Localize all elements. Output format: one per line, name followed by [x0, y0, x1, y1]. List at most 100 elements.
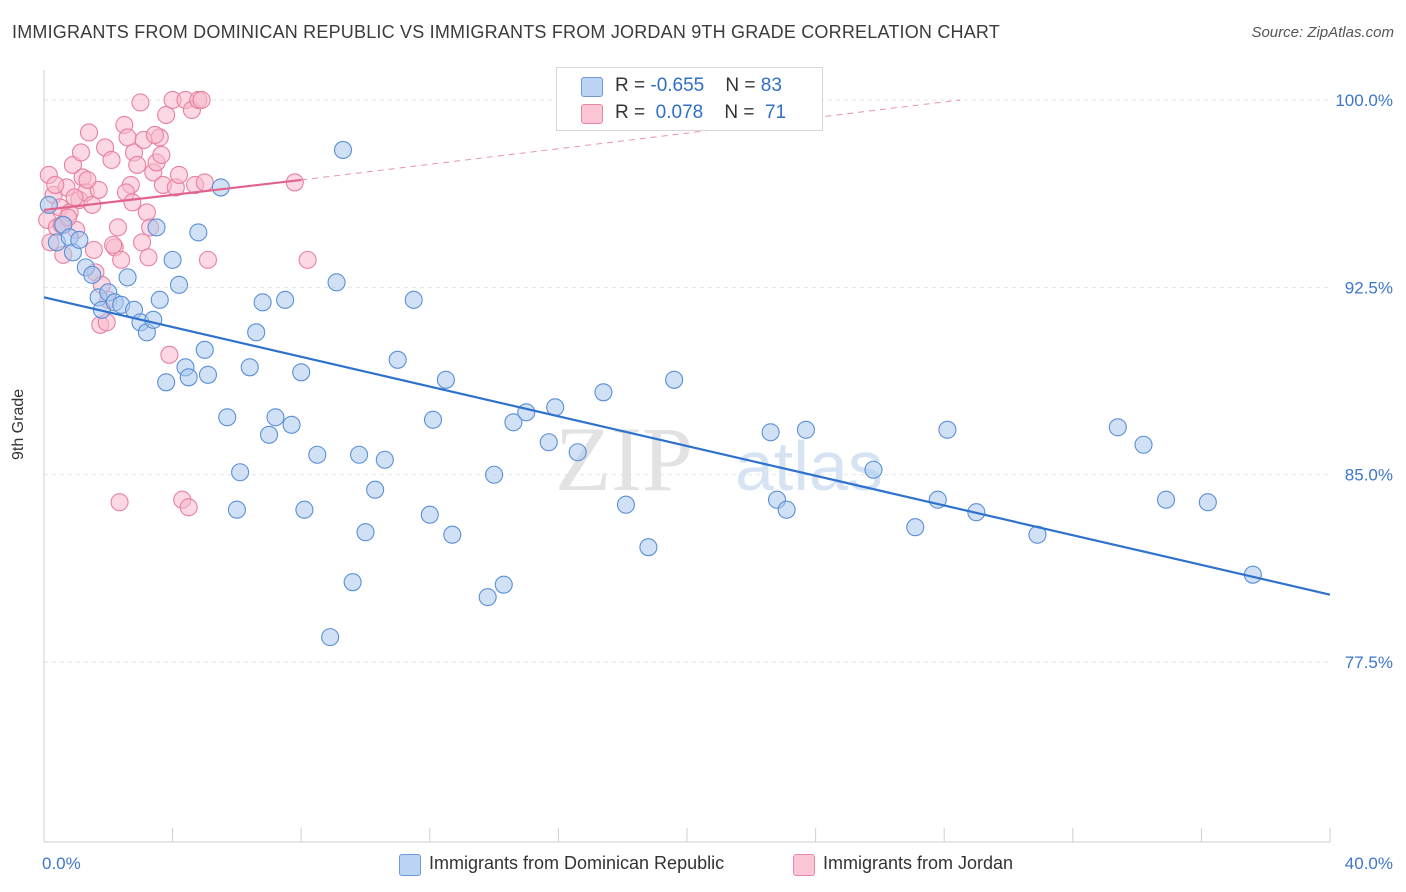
legend-n-label: N = [724, 102, 760, 123]
jordan-points [38, 90, 317, 517]
jordan-point [102, 150, 121, 169]
jordan-point [79, 123, 99, 142]
jordan-point [110, 493, 129, 512]
y-tick-label: 77.5% [1345, 653, 1393, 672]
jordan-point [112, 250, 131, 269]
dominican-point [436, 370, 455, 389]
jordan-point [160, 345, 179, 364]
y-tick-label: 92.5% [1345, 278, 1393, 297]
dominican-point [356, 523, 375, 542]
dominican-point [1108, 418, 1127, 437]
dominican-point [539, 433, 558, 452]
source-label: Source: ZipAtlas.com [1251, 24, 1394, 41]
jordan-point [108, 218, 127, 237]
dominican-point [1134, 435, 1153, 454]
dominican-point [240, 358, 259, 377]
jordan-point [78, 170, 97, 189]
dominican-point [227, 500, 246, 519]
legend-r-value: 0.078 [650, 102, 704, 123]
dominican-point [517, 403, 536, 422]
dominican-point [295, 500, 314, 519]
bottom-label-dominican: Immigrants from Dominican Republic [429, 853, 725, 873]
jordan-point [137, 203, 156, 222]
dominican-point [388, 350, 407, 369]
dominican-point [70, 230, 89, 249]
jordan-point [65, 188, 84, 207]
chart-title: IMMIGRANTS FROM DOMINICAN REPUBLIC VS IM… [12, 22, 1000, 42]
jordan-point [192, 90, 211, 110]
jordan-point [157, 105, 176, 125]
dominican-point [292, 363, 311, 382]
dominican-point [247, 323, 266, 342]
dominican-point [420, 505, 439, 524]
legend-n-value: 83 [760, 75, 782, 96]
jordan-point [131, 93, 150, 112]
legend-n-value: 71 [759, 102, 787, 123]
x-tick-label-max: 40.0% [1345, 854, 1393, 873]
trend-lines [43, 99, 1331, 596]
bottom-label-jordan: Immigrants from Jordan [823, 853, 1014, 873]
dominican-point [485, 465, 504, 484]
stats-legend: R = -0.655 N = 83 R = 0.078 N = 71 [556, 67, 823, 131]
y-axis-label: 9th Grade [10, 388, 27, 460]
legend-r-label: R = [615, 75, 651, 96]
dominican-point [864, 460, 883, 479]
dominican-point [594, 383, 613, 402]
dominican-point [189, 223, 208, 242]
jordan-point [133, 233, 152, 252]
dominican-point [266, 408, 285, 427]
dominican-point [375, 450, 394, 469]
dominican-point [423, 410, 443, 429]
dominican-point [777, 500, 796, 519]
dominican-point [282, 415, 301, 434]
dominican-point [665, 370, 684, 389]
dominican-point [443, 525, 462, 544]
dominican-point [157, 373, 176, 392]
dominican-point [504, 413, 523, 432]
y-tick-label: 85.0% [1345, 466, 1393, 485]
dominican-point [343, 573, 362, 592]
dominican-point [1156, 490, 1176, 509]
grid-layer [44, 99, 1330, 663]
jordan-point [128, 155, 147, 174]
dominican-point [147, 218, 166, 237]
jordan-point [139, 248, 158, 267]
dominican-point [179, 368, 198, 387]
dominican-point [1198, 493, 1217, 512]
jordan-point [179, 498, 198, 517]
tick-labels: 77.5% 85.0% 92.5% 100.0% 0.0% 40.0% [42, 91, 1393, 873]
dominican-point [366, 480, 385, 499]
dominican-point [218, 408, 237, 427]
dominican-point [568, 443, 587, 462]
dominican-point [39, 195, 58, 214]
legend-r-value: -0.655 [650, 75, 705, 96]
dominican-points [39, 140, 1262, 647]
legend-text-dominican: R = -0.655 N = 83 [615, 75, 782, 97]
dominican-point [321, 628, 340, 647]
dominican-point [333, 140, 353, 159]
legend-swatch-dominican [581, 77, 603, 97]
jordan-point [145, 125, 164, 145]
jordan-trend-extension [301, 99, 961, 181]
dominican-point [144, 310, 163, 329]
dominican-point [253, 293, 272, 312]
dominican-point [494, 575, 513, 594]
jordan-point [123, 193, 142, 212]
jordan-point [298, 250, 317, 269]
jordan-point [71, 143, 91, 162]
dominican-trend-line [43, 296, 1331, 596]
dominican-point [350, 445, 369, 464]
dominican-point [211, 178, 230, 197]
legend-text-jordan: R = 0.078 N = 71 [615, 102, 786, 124]
dominican-point [195, 340, 214, 359]
dominican-point [83, 265, 102, 284]
dominican-point [761, 423, 780, 442]
legend-n-label: N = [725, 75, 761, 96]
jordan-point [46, 175, 65, 194]
x-tick-label-min: 0.0% [42, 854, 81, 873]
jordan-point [195, 173, 214, 192]
jordan-point [104, 235, 123, 254]
dominican-point [478, 588, 497, 607]
dominican-point [276, 290, 295, 309]
